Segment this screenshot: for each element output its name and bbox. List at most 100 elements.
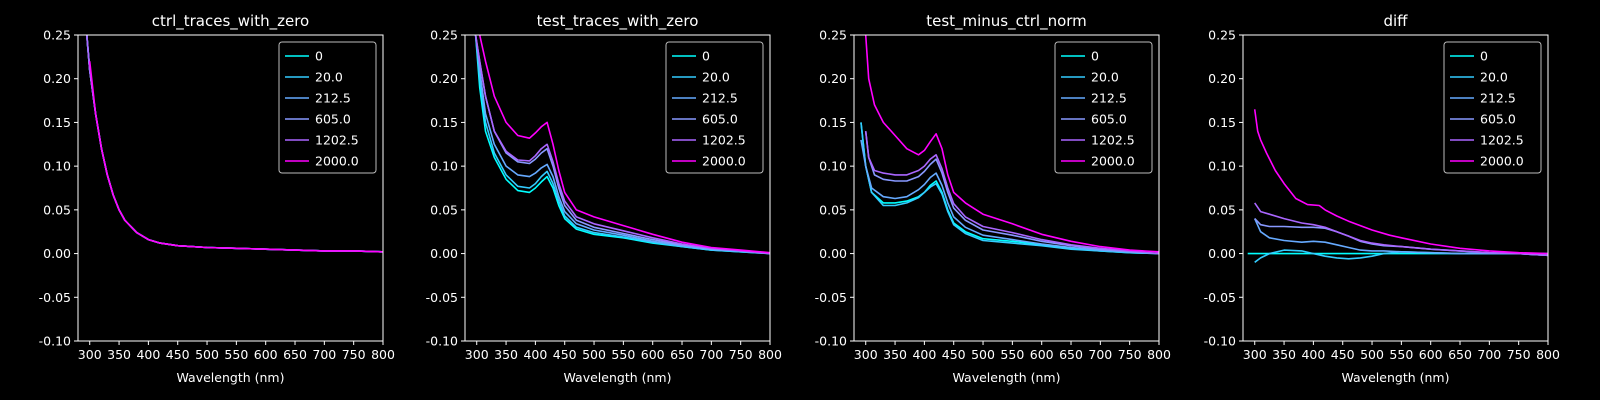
y-tick-label: 0.15 [1208, 115, 1236, 130]
x-tick-label: 600 [641, 347, 665, 362]
y-tick-label: 0.15 [819, 115, 847, 130]
y-tick-label: 0.10 [430, 159, 458, 174]
x-tick-label: 350 [107, 347, 131, 362]
chart-panel-3: test_minus_ctrl_norm 300 350 400 450 500 550 60… [815, 12, 1171, 385]
y-tick-label: 0.20 [430, 71, 458, 86]
x-tick-label: 500 [1360, 347, 1384, 362]
x-tick-label: 800 [1147, 347, 1171, 362]
x-tick-label: 350 [883, 347, 907, 362]
x-axis-label: Wavelength (nm) [177, 370, 285, 385]
series-group [474, 35, 770, 255]
legend-label: 605.0 [1480, 112, 1516, 127]
y-tick-label: 0.25 [43, 28, 71, 43]
legend-label: 2000.0 [1091, 154, 1135, 169]
y-tick-label: 0.20 [1208, 71, 1236, 86]
x-tick-label: 800 [758, 347, 782, 362]
y-tick-label: 0.05 [430, 202, 458, 217]
series-line-1202-5 [474, 35, 770, 255]
series-group [860, 35, 1159, 255]
legend-label: 212.5 [1091, 91, 1127, 106]
x-tick-label: 300 [465, 347, 489, 362]
chart-title: ctrl_traces_with_zero [152, 12, 309, 31]
x-tick-label: 350 [1272, 347, 1296, 362]
y-tick-label: 0.10 [43, 159, 71, 174]
legend-label: 605.0 [702, 112, 738, 127]
x-tick-label: 600 [1030, 347, 1054, 362]
x-tick-label: 650 [1448, 347, 1472, 362]
series-line-212-5 [474, 35, 770, 255]
legend-label: 20.0 [1480, 70, 1508, 85]
y-tick-label: 0.20 [43, 71, 71, 86]
x-tick-label: 800 [371, 347, 395, 362]
series-line-212-5 [1253, 218, 1548, 257]
legend-label: 20.0 [1091, 70, 1119, 85]
x-axis-label: Wavelength (nm) [1342, 370, 1450, 385]
chart-panel-4: diff 300 350 400 450 500 550 600 650 700 750 800 -0.… [1204, 12, 1560, 385]
x-tick-label: 400 [523, 347, 547, 362]
x-tick-label: 400 [136, 347, 160, 362]
y-tick-label: 0.00 [819, 246, 847, 261]
x-tick-label: 600 [1419, 347, 1443, 362]
x-tick-label: 500 [582, 347, 606, 362]
legend-label: 0 [315, 49, 323, 64]
x-tick-label: 700 [699, 347, 723, 362]
series-group [1247, 109, 1548, 263]
x-tick-label: 700 [1477, 347, 1501, 362]
legend: 0 20.0 212.5 605.0 1202.5 2000.0 [1054, 41, 1153, 174]
series-line-605-0 [864, 131, 1159, 255]
legend-label: 1202.5 [1480, 133, 1524, 148]
series-line-1202-5 [1254, 202, 1548, 257]
y-tick-label: 0.20 [819, 71, 847, 86]
x-tick-label: 500 [195, 347, 219, 362]
y-tick-label: -0.10 [815, 334, 847, 349]
legend-label: 2000.0 [702, 154, 746, 169]
x-tick-label: 750 [1507, 347, 1531, 362]
legend-label: 1202.5 [702, 133, 746, 148]
x-tick-label: 750 [1118, 347, 1142, 362]
plot-frame [853, 34, 1160, 342]
legend-label: 1202.5 [315, 133, 359, 148]
y-tick-label: -0.05 [1204, 290, 1236, 305]
x-tick-label: 500 [971, 347, 995, 362]
legend-label: 2000.0 [1480, 154, 1524, 169]
legend-label: 212.5 [1480, 91, 1516, 106]
chart-panel-1: ctrl_traces_with_zero 300 350 400 450 500 550 6… [39, 12, 395, 385]
chart-title: test_minus_ctrl_norm [926, 12, 1087, 31]
x-tick-label: 450 [942, 347, 966, 362]
series-line-2000-0 [864, 35, 1159, 253]
legend-label: 20.0 [315, 70, 343, 85]
x-tick-label: 400 [912, 347, 936, 362]
x-tick-label: 550 [224, 347, 248, 362]
series-line-20-0 [474, 35, 770, 255]
series-line-605-0 [1254, 218, 1548, 257]
x-tick-label: 700 [312, 347, 336, 362]
x-tick-label: 450 [553, 347, 577, 362]
x-tick-label: 650 [283, 347, 307, 362]
x-tick-label: 700 [1088, 347, 1112, 362]
plot-frame [464, 34, 771, 342]
y-tick-label: 0.15 [43, 115, 71, 130]
series-line-2000-0 [478, 35, 770, 254]
x-tick-label: 750 [729, 347, 753, 362]
legend-label: 212.5 [315, 91, 351, 106]
y-tick-label: -0.05 [39, 290, 71, 305]
legend-label: 0 [1091, 49, 1099, 64]
y-tick-label: 0.05 [1208, 202, 1236, 217]
x-tick-label: 300 [854, 347, 878, 362]
x-tick-label: 600 [254, 347, 278, 362]
y-tick-label: 0.15 [430, 115, 458, 130]
x-tick-label: 350 [494, 347, 518, 362]
chart-panel-2: test_traces_with_zero 300 350 400 450 500 550 6… [426, 12, 782, 385]
chart-title: diff [1383, 12, 1408, 30]
y-tick-label: 0.25 [1208, 28, 1236, 43]
x-tick-label: 550 [611, 347, 635, 362]
plot-frame [77, 34, 384, 342]
x-tick-label: 800 [1536, 347, 1560, 362]
x-axis-label: Wavelength (nm) [564, 370, 672, 385]
y-tick-label: 0.05 [819, 202, 847, 217]
x-tick-label: 300 [1243, 347, 1267, 362]
legend-label: 212.5 [702, 91, 738, 106]
legend-label: 605.0 [1091, 112, 1127, 127]
x-tick-label: 400 [1301, 347, 1325, 362]
